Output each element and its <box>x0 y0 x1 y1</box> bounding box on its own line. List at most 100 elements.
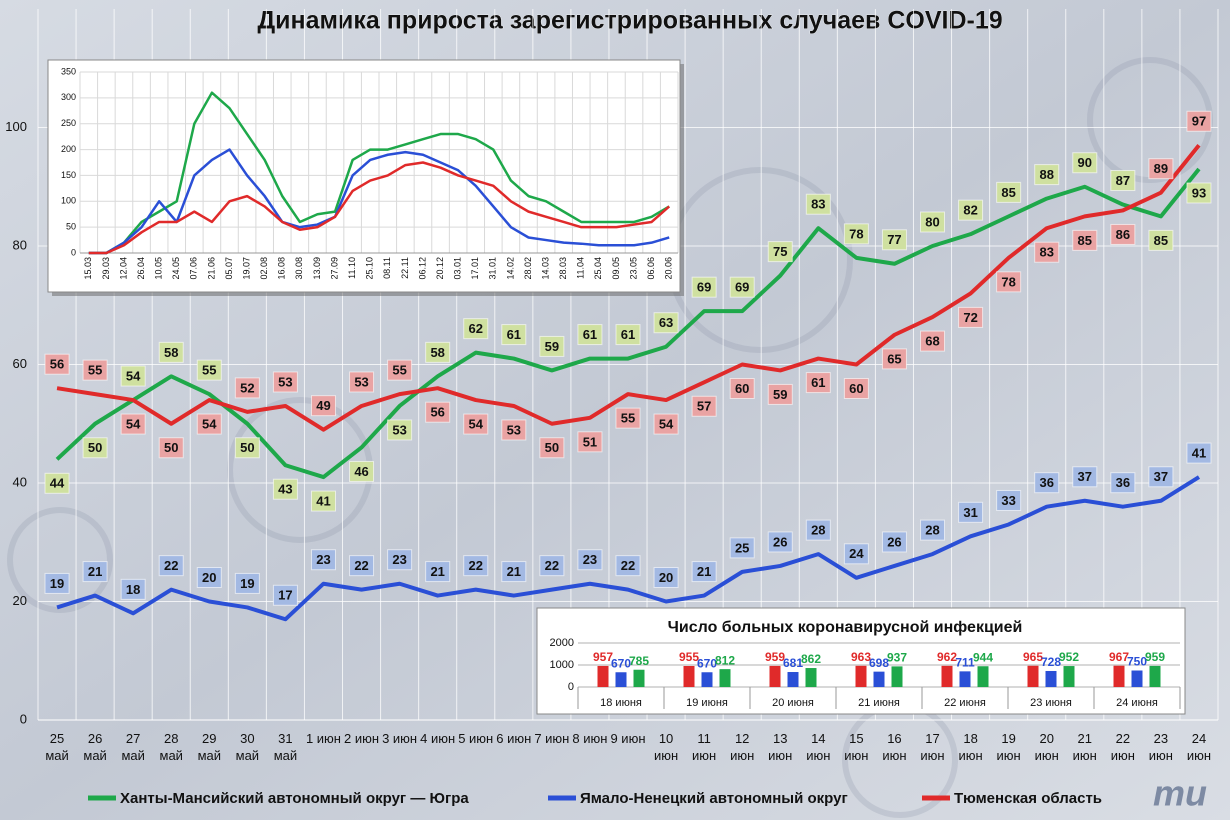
data-label: 89 <box>1154 161 1168 176</box>
data-label: 24 <box>849 546 864 561</box>
y-tick-label: 150 <box>61 170 76 180</box>
data-label-box <box>196 567 222 588</box>
data-label-box <box>1034 241 1060 263</box>
data-label-box <box>387 359 413 381</box>
series-line <box>55 167 1201 480</box>
x-tick-label: 22 июня <box>944 697 986 709</box>
data-label: 20 <box>202 570 216 585</box>
bar <box>701 672 713 687</box>
data-label: 36 <box>1116 475 1130 490</box>
data-label: 967 <box>1109 650 1129 664</box>
data-label: 83 <box>811 197 825 212</box>
x-tick-label: 25 май <box>45 731 69 763</box>
data-label: 670 <box>697 656 717 670</box>
x-tick-label: 14 июн <box>806 731 831 763</box>
data-label: 22 <box>545 558 559 573</box>
data-label-box <box>272 478 298 500</box>
data-label-box <box>1072 229 1098 251</box>
bar <box>769 665 781 687</box>
data-label: 68 <box>925 334 939 349</box>
x-tick-label: 19.07 <box>241 257 251 280</box>
data-label-box <box>1072 466 1098 488</box>
data-label-box <box>920 211 946 233</box>
data-label-box <box>1148 466 1174 488</box>
bar <box>683 665 695 687</box>
x-tick-label: 24.05 <box>171 257 181 280</box>
y-tick-label: 40 <box>13 474 27 489</box>
data-label-box <box>729 378 755 399</box>
series-line <box>88 91 670 255</box>
data-label: 750 <box>1127 655 1147 669</box>
data-label: 19 <box>240 576 254 591</box>
data-label-box <box>1148 158 1174 180</box>
x-tick-label: 18 июн <box>958 731 983 763</box>
data-label: 681 <box>783 656 803 670</box>
x-tick-label: 02.08 <box>259 257 269 280</box>
data-label-box <box>539 555 565 577</box>
data-label-box <box>158 555 184 577</box>
data-label-box <box>1186 442 1212 464</box>
data-label: 50 <box>88 440 102 455</box>
data-label: 41 <box>316 494 330 509</box>
bar-panel <box>536 607 1186 715</box>
data-label-box <box>577 431 603 453</box>
x-tick-label: 14.03 <box>540 257 550 280</box>
x-tick-label: 12.04 <box>118 257 128 280</box>
data-label: 54 <box>126 368 141 383</box>
x-tick-label: 07.06 <box>189 257 199 280</box>
data-label-box <box>158 341 184 363</box>
data-label: 959 <box>1145 650 1165 664</box>
data-label: 962 <box>937 650 957 664</box>
data-label-box <box>843 543 869 565</box>
data-label-box <box>767 531 793 553</box>
bar <box>597 665 609 687</box>
bar <box>1045 670 1057 687</box>
bar <box>891 666 903 687</box>
y-tick-label: 20 <box>13 593 27 608</box>
series-line <box>56 475 1201 622</box>
x-tick-label: 8 июн <box>572 731 608 746</box>
data-label: 670 <box>611 656 631 670</box>
data-label-box <box>1034 472 1060 494</box>
data-label: 44 <box>50 476 65 491</box>
x-tick-label: 20.06 <box>664 257 674 280</box>
data-label: 60 <box>849 381 863 396</box>
data-label: 23 <box>392 552 406 567</box>
data-label: 25 <box>735 540 749 555</box>
data-label-box <box>349 371 375 393</box>
data-label: 21 <box>697 564 711 579</box>
x-tick-label: 14.02 <box>505 257 515 280</box>
bar <box>1063 666 1075 687</box>
data-label: 20 <box>659 570 673 585</box>
x-tick-label: 25.10 <box>365 257 375 280</box>
data-label: 31 <box>963 505 977 520</box>
data-label: 54 <box>126 416 141 431</box>
data-label: 18 <box>126 582 140 597</box>
data-label-box <box>577 549 603 571</box>
data-label: 937 <box>887 651 907 665</box>
data-label-box <box>843 378 869 399</box>
data-label: 59 <box>545 339 559 354</box>
x-tick-label: 28.03 <box>558 257 568 280</box>
bar <box>805 668 817 687</box>
data-label: 54 <box>659 416 674 431</box>
data-label-box <box>425 561 451 583</box>
x-tick-label: 29.03 <box>101 257 111 280</box>
data-label-box <box>920 330 946 352</box>
data-label-box <box>729 276 755 298</box>
data-label-box <box>120 365 146 387</box>
data-label: 83 <box>1039 245 1053 260</box>
data-label-box <box>1072 152 1098 174</box>
inset-plot: 0 50 100 150 200 250 300 350 15.03 29.03 12.04 26.0… <box>61 66 679 280</box>
y-tick-label: 0 <box>71 247 76 257</box>
data-label: 963 <box>851 650 871 664</box>
data-label-box <box>539 335 565 357</box>
x-tick-label: 03.01 <box>453 257 463 280</box>
data-label: 43 <box>278 482 292 497</box>
bar <box>633 669 645 687</box>
data-label-box <box>196 359 222 381</box>
data-label-box <box>843 223 869 245</box>
data-label-box <box>729 537 755 559</box>
